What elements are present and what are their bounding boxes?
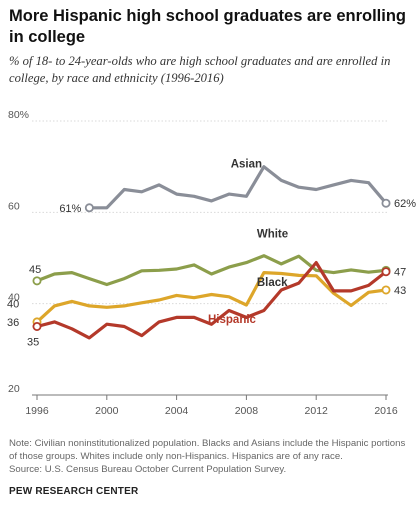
data-label-black-start: 40	[7, 299, 19, 311]
x-tick-label: 2008	[235, 405, 259, 417]
x-tick-label: 2012	[305, 405, 329, 417]
x-tick-label: 2016	[374, 405, 398, 417]
x-tick-label: 2004	[165, 405, 189, 417]
data-label-start-36: 36	[7, 317, 19, 329]
y-tick-label: 20	[8, 383, 20, 395]
data-label-hispanic-start: 35	[27, 337, 39, 349]
series-marker-hispanic-start	[32, 321, 42, 331]
y-tick-label: 80%	[8, 109, 29, 121]
note-text: Note: Civilian noninstitutionalized popu…	[9, 438, 406, 462]
y-tick-label: 40	[8, 292, 20, 304]
series-name-label-asian: Asian	[231, 159, 262, 171]
series-marker-asian-start	[84, 203, 94, 213]
x-tick-label: 1996	[25, 405, 49, 417]
data-label-asian-end: 62%	[394, 198, 416, 210]
chart-note: Note: Civilian noninstitutionalized popu…	[9, 437, 413, 476]
series-marker-hispanic-end	[381, 267, 391, 277]
data-label-asian-start: 61%	[59, 203, 81, 215]
data-label-white-start: 45	[29, 264, 41, 276]
series-line-asian	[87, 165, 388, 210]
chart-title: More Hispanic high school graduates are …	[9, 7, 406, 46]
series-name-label-hispanic: Hispanic	[208, 314, 257, 326]
series-marker-black-end	[381, 285, 391, 295]
data-label-hispanic-end: 47	[394, 267, 406, 279]
source-text: Source: U.S. Census Bureau October Curre…	[9, 464, 287, 475]
chart-subtitle: % of 18- to 24-year-olds who are high sc…	[9, 54, 391, 85]
y-tick-label: 60	[8, 200, 20, 212]
series-line-hispanic	[35, 261, 388, 340]
series-line-black	[35, 271, 388, 324]
data-label-black-end: 43	[394, 285, 406, 297]
brand-credit: PEW RESEARCH CENTER	[9, 486, 139, 497]
series-name-label-black: Black	[257, 277, 288, 289]
series-name-label-white: White	[257, 228, 288, 240]
x-tick-label: 2000	[95, 405, 119, 417]
series-marker-white-start	[32, 276, 42, 286]
series-marker-asian-end	[381, 198, 391, 208]
series-line-white	[35, 254, 388, 287]
